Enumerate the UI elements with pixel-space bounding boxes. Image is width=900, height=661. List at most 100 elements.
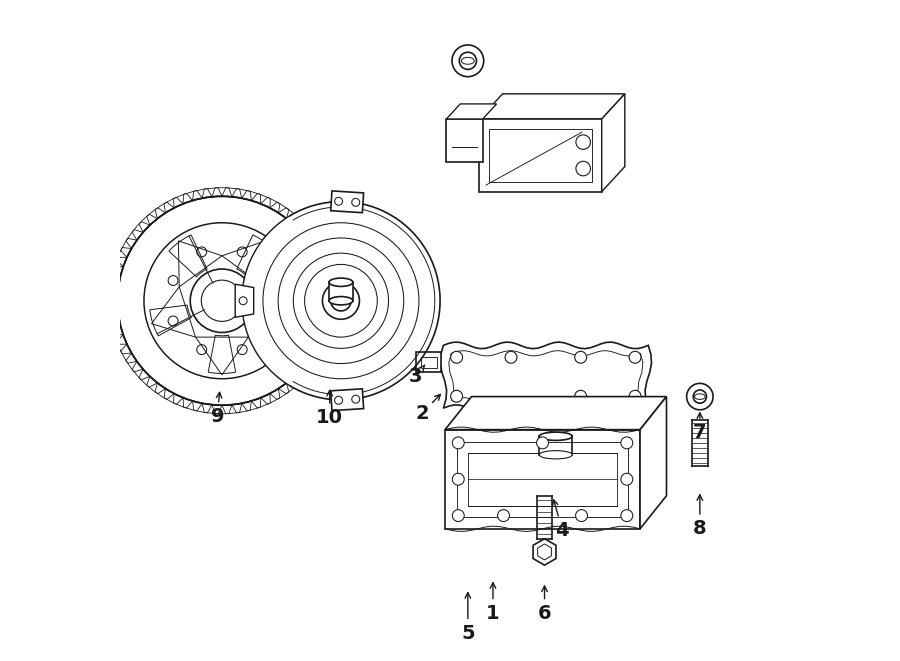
Polygon shape	[126, 239, 137, 249]
Polygon shape	[330, 389, 364, 410]
Polygon shape	[222, 405, 232, 414]
Polygon shape	[323, 315, 333, 325]
Polygon shape	[640, 397, 667, 529]
Polygon shape	[155, 208, 166, 219]
Polygon shape	[533, 539, 556, 565]
Polygon shape	[317, 257, 328, 266]
Polygon shape	[440, 342, 652, 411]
Polygon shape	[164, 202, 174, 213]
Polygon shape	[116, 257, 127, 266]
Circle shape	[451, 352, 463, 364]
Polygon shape	[602, 94, 625, 192]
Polygon shape	[232, 403, 242, 413]
Polygon shape	[183, 398, 193, 408]
Polygon shape	[278, 383, 289, 394]
Polygon shape	[312, 344, 323, 354]
Circle shape	[687, 383, 713, 410]
Circle shape	[621, 510, 633, 522]
Polygon shape	[261, 393, 270, 405]
Polygon shape	[270, 202, 280, 213]
Circle shape	[453, 437, 464, 449]
Polygon shape	[111, 276, 121, 286]
Polygon shape	[301, 229, 311, 240]
Circle shape	[108, 187, 336, 414]
Polygon shape	[307, 353, 318, 363]
Circle shape	[693, 390, 706, 403]
Polygon shape	[323, 276, 333, 286]
Polygon shape	[446, 104, 497, 119]
Circle shape	[629, 390, 641, 402]
Polygon shape	[329, 282, 353, 301]
Polygon shape	[212, 405, 222, 414]
Circle shape	[451, 390, 463, 402]
Polygon shape	[480, 94, 625, 119]
Polygon shape	[202, 403, 212, 413]
Ellipse shape	[539, 451, 572, 459]
Polygon shape	[222, 188, 232, 197]
Polygon shape	[242, 190, 251, 200]
Polygon shape	[446, 119, 482, 162]
Bar	[421, 357, 436, 368]
Circle shape	[575, 390, 587, 402]
Circle shape	[452, 45, 483, 77]
Circle shape	[621, 437, 633, 449]
Polygon shape	[235, 284, 254, 317]
Circle shape	[576, 510, 588, 522]
Polygon shape	[212, 188, 222, 197]
Polygon shape	[149, 305, 192, 336]
Text: 4: 4	[555, 521, 569, 539]
Polygon shape	[325, 306, 335, 315]
Circle shape	[576, 135, 590, 149]
Polygon shape	[139, 369, 150, 380]
Polygon shape	[147, 214, 158, 225]
Polygon shape	[174, 197, 183, 208]
Text: 7: 7	[693, 424, 706, 442]
Polygon shape	[139, 221, 150, 233]
Polygon shape	[253, 305, 294, 336]
Polygon shape	[147, 376, 158, 387]
Polygon shape	[169, 235, 207, 277]
Circle shape	[576, 161, 590, 176]
Polygon shape	[325, 286, 335, 295]
Text: 8: 8	[693, 520, 706, 538]
Polygon shape	[330, 191, 364, 213]
Polygon shape	[294, 221, 305, 233]
Circle shape	[536, 437, 548, 449]
Polygon shape	[327, 295, 335, 306]
Bar	[417, 352, 441, 372]
Circle shape	[459, 52, 476, 69]
Polygon shape	[208, 335, 236, 373]
Polygon shape	[320, 266, 331, 276]
Text: 1: 1	[486, 604, 500, 623]
Polygon shape	[445, 397, 667, 430]
Polygon shape	[278, 208, 289, 219]
Polygon shape	[312, 247, 323, 257]
Polygon shape	[445, 430, 640, 529]
Polygon shape	[121, 344, 131, 354]
Polygon shape	[113, 325, 123, 335]
Circle shape	[453, 473, 464, 485]
Text: 6: 6	[537, 604, 552, 623]
Polygon shape	[193, 401, 202, 411]
Polygon shape	[183, 194, 193, 204]
Polygon shape	[193, 190, 202, 200]
Polygon shape	[261, 197, 270, 208]
Ellipse shape	[329, 278, 353, 286]
Circle shape	[498, 510, 509, 522]
Polygon shape	[320, 325, 331, 335]
Polygon shape	[109, 306, 119, 315]
Polygon shape	[121, 247, 131, 257]
Circle shape	[453, 510, 464, 522]
Circle shape	[575, 352, 587, 364]
Polygon shape	[174, 393, 183, 405]
Text: 9: 9	[211, 407, 224, 426]
Polygon shape	[116, 335, 127, 344]
Circle shape	[242, 202, 440, 400]
Polygon shape	[164, 389, 174, 399]
Polygon shape	[109, 286, 119, 295]
Circle shape	[629, 352, 641, 364]
Ellipse shape	[539, 432, 572, 440]
Text: 2: 2	[416, 404, 429, 422]
Circle shape	[505, 352, 517, 364]
Polygon shape	[132, 362, 143, 372]
